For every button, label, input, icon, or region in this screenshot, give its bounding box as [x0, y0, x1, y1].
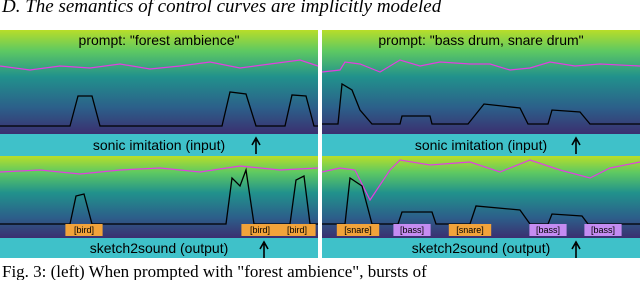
tag-box: [584, 224, 622, 236]
tag: [bass]: [400, 225, 424, 235]
tag-box: [336, 224, 380, 236]
arrow: [259, 240, 269, 258]
tag-box: [448, 224, 492, 236]
tag: [bass]: [591, 225, 615, 235]
loudness-curve: [322, 82, 640, 125]
pitch-curve: [0, 165, 319, 175]
spectrogram: [322, 30, 640, 134]
tags: [bird] [bird] [bird] [snare] [bass] [snare] [b…: [65, 224, 622, 236]
left-panel: prompt: "forest ambience" sonic imitatio…: [0, 30, 319, 258]
tag-box: [278, 224, 316, 236]
loudness-curve: [0, 167, 318, 225]
pitch-curve: [321, 159, 640, 202]
label: sonic imitation (input): [93, 137, 225, 153]
label-bar: [0, 134, 318, 156]
prompt: prompt: "bass drum, snare drum": [378, 32, 583, 48]
label: sonic imitation (input): [415, 137, 547, 153]
pitch-curve: [321, 59, 640, 73]
tag-box: [393, 224, 431, 236]
loudness-curve: [0, 91, 318, 127]
tag: [bird]: [74, 225, 94, 235]
label-bar: [0, 238, 318, 258]
pitch-curve: [0, 59, 319, 71]
tag-box: [241, 224, 279, 236]
arrow: [571, 240, 581, 258]
tag: [snare]: [456, 225, 484, 235]
label-bar: [322, 238, 640, 258]
tag: [snare]: [344, 225, 372, 235]
right-panel: prompt: "bass drum, snare drum" sonic im…: [321, 30, 640, 258]
arrow: [571, 136, 581, 154]
label-bar: [322, 134, 640, 156]
prompt: prompt: "forest ambience": [79, 32, 240, 48]
tag-box: [529, 224, 567, 236]
caption: Fig. 3: (left) When prompted with "fores…: [2, 262, 427, 280]
label: sketch2sound (output): [90, 240, 229, 256]
arrow: [251, 136, 261, 154]
label: sketch2sound (output): [412, 240, 551, 256]
spectrogram: [0, 30, 318, 134]
tag: [bird]: [250, 225, 270, 235]
tag: [bird]: [287, 225, 307, 235]
tag: [bass]: [536, 225, 560, 235]
section-title: D. The semantics of control curves are i…: [1, 0, 442, 17]
tag-box: [65, 224, 103, 236]
